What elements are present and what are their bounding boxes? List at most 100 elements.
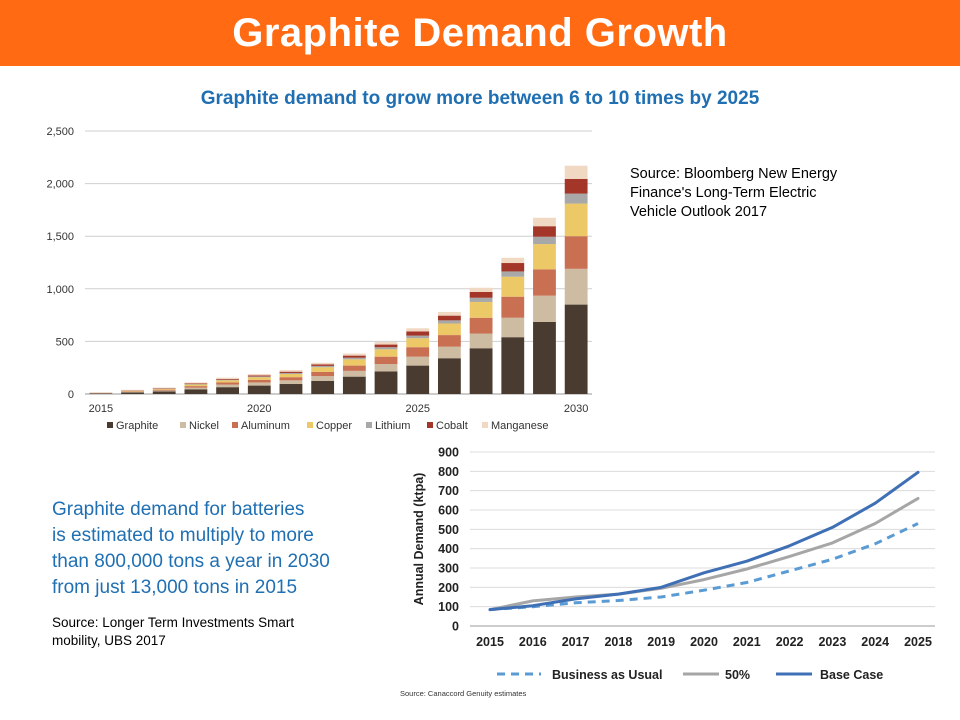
bar-segment bbox=[437, 315, 461, 321]
bar-segment bbox=[437, 323, 461, 336]
line-y-tick-label: 0 bbox=[452, 620, 459, 634]
line-y-tick-label: 200 bbox=[438, 581, 459, 595]
bar-segment bbox=[247, 382, 271, 386]
bar-segment bbox=[342, 353, 366, 356]
bar-segment bbox=[437, 320, 461, 324]
source-ubs-line: mobility, UBS 2017 bbox=[52, 633, 166, 648]
bar-segment bbox=[89, 393, 113, 394]
bar-legend-label: Graphite bbox=[116, 420, 158, 432]
line-x-tick-label: 2022 bbox=[776, 635, 804, 649]
line-source-note: Source: Canaccord Genuity estimates bbox=[400, 689, 527, 698]
bar-segment bbox=[533, 226, 556, 237]
bar-legend-swatch bbox=[482, 422, 488, 428]
bar-segment bbox=[184, 384, 208, 387]
bar-segment bbox=[152, 391, 176, 394]
bar-segment bbox=[374, 356, 398, 365]
bar-segment bbox=[406, 335, 430, 339]
bar-segment bbox=[501, 276, 525, 297]
bar-segment bbox=[247, 374, 271, 376]
bar-segment bbox=[374, 371, 398, 394]
bar-segment bbox=[279, 384, 303, 394]
bar-segment bbox=[279, 380, 303, 385]
bar-segment bbox=[311, 367, 335, 372]
bar-segment bbox=[279, 370, 303, 372]
line-y-tick-label: 500 bbox=[438, 523, 459, 537]
bar-x-tick-label: 2025 bbox=[405, 403, 429, 415]
bar-y-tick-label: 2,500 bbox=[46, 126, 74, 138]
bar-segment bbox=[437, 335, 461, 347]
bar-legend-label: Manganese bbox=[491, 420, 549, 432]
bar-legend-label: Cobalt bbox=[436, 420, 468, 432]
bar-segment bbox=[533, 295, 556, 322]
bar-segment bbox=[406, 347, 430, 357]
bar-segment bbox=[374, 347, 398, 350]
line-x-tick-label: 2016 bbox=[519, 635, 547, 649]
bar-segment bbox=[501, 337, 525, 394]
bar-segment bbox=[342, 370, 366, 377]
bar-segment bbox=[469, 297, 493, 302]
bar-segment bbox=[311, 364, 335, 366]
line-y-tick-label: 400 bbox=[438, 542, 459, 556]
bar-y-tick-label: 1,000 bbox=[46, 284, 74, 296]
bar-segment bbox=[184, 387, 208, 390]
bar-segment bbox=[501, 257, 525, 264]
bar-segment bbox=[184, 384, 208, 385]
bar-segment bbox=[247, 377, 271, 380]
line-x-tick-label: 2015 bbox=[476, 635, 504, 649]
line-x-tick-label: 2019 bbox=[647, 635, 675, 649]
source-ubs: Source: Longer Term Investments Smart mo… bbox=[52, 614, 382, 650]
line-y-tick-label: 800 bbox=[438, 465, 459, 479]
bar-segment bbox=[469, 291, 493, 298]
bar-segment bbox=[374, 364, 398, 372]
line-y-tick-label: 100 bbox=[438, 600, 459, 614]
bar-segment bbox=[311, 371, 335, 377]
bar-x-tick-label: 2030 bbox=[564, 403, 588, 415]
bar-segment bbox=[121, 391, 144, 392]
summary-text: Graphite demand for batteries is estimat… bbox=[52, 497, 397, 601]
line-y-tick-label: 900 bbox=[438, 446, 459, 460]
bar-segment bbox=[564, 165, 588, 179]
line-x-tick-label: 2021 bbox=[733, 635, 761, 649]
bar-segment bbox=[501, 296, 525, 318]
bar-segment bbox=[247, 375, 271, 377]
bar-segment bbox=[342, 355, 366, 358]
summary-line: than 800,000 tons a year in 2030 bbox=[52, 551, 330, 572]
source-bnef-line: Source: Bloomberg New Energy bbox=[630, 166, 838, 182]
header-bar bbox=[0, 0, 960, 66]
bar-segment bbox=[437, 358, 461, 394]
bar-segment bbox=[216, 379, 240, 381]
bar-segment bbox=[469, 333, 493, 349]
bar-segment bbox=[311, 380, 335, 394]
bar-segment bbox=[374, 349, 398, 357]
bar-x-tick-label: 2020 bbox=[247, 403, 271, 415]
line-y-tick-label: 700 bbox=[438, 484, 459, 498]
bar-segment bbox=[406, 365, 430, 394]
line-x-tick-label: 2023 bbox=[818, 635, 846, 649]
bar-segment bbox=[406, 331, 430, 336]
line-x-tick-label: 2018 bbox=[604, 635, 632, 649]
bar-segment bbox=[152, 387, 176, 389]
source-ubs-line: Source: Longer Term Investments Smart bbox=[52, 615, 295, 630]
bar-segment bbox=[469, 317, 493, 334]
bar-y-tick-label: 2,000 bbox=[46, 179, 74, 191]
bar-segment bbox=[533, 269, 556, 296]
bar-segment bbox=[216, 387, 240, 394]
bar-segment bbox=[564, 193, 588, 204]
line-x-tick-label: 2024 bbox=[861, 635, 889, 649]
bar-segment bbox=[342, 357, 366, 360]
bar-legend-swatch bbox=[366, 422, 372, 428]
chart-subtitle: Graphite demand to grow more between 6 t… bbox=[200, 88, 760, 109]
bar-segment bbox=[533, 236, 556, 245]
line-series bbox=[489, 522, 919, 612]
summary-line: is estimated to multiply to more bbox=[52, 525, 314, 546]
bar-segment bbox=[184, 382, 208, 384]
bar-segment bbox=[437, 311, 461, 316]
bar-segment bbox=[374, 344, 398, 348]
bar-segment bbox=[342, 359, 366, 366]
summary-line: from just 13,000 tons in 2015 bbox=[52, 577, 298, 598]
bar-segment bbox=[311, 376, 335, 381]
bar-legend-label: Copper bbox=[316, 420, 352, 432]
bar-segment bbox=[152, 389, 176, 391]
